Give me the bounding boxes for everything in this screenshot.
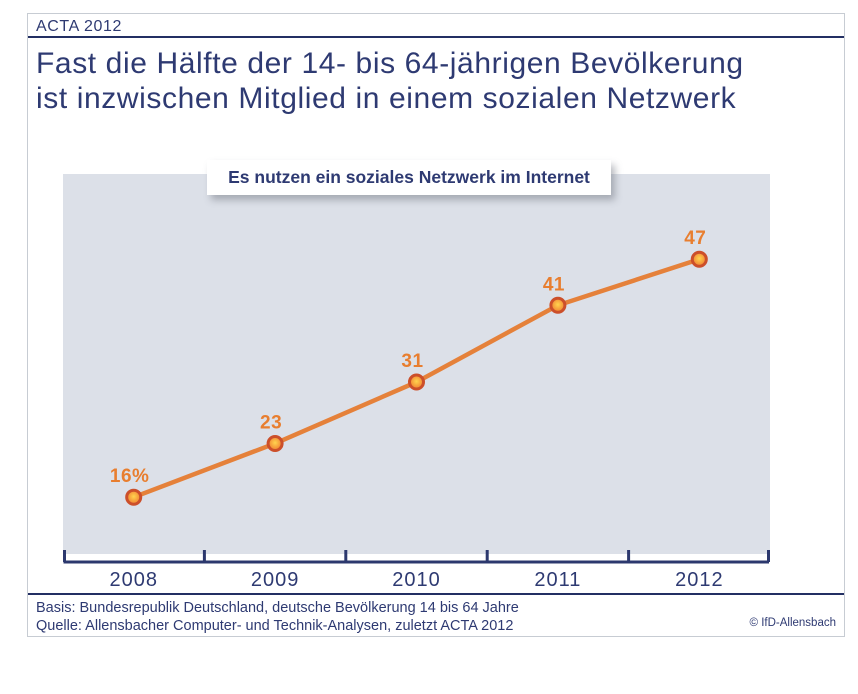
page-title-line2: ist inzwischen Mitglied in einem soziale… xyxy=(36,82,737,115)
chart-title: Es nutzen ein soziales Netzwerk im Inter… xyxy=(228,167,590,187)
data-point-label: 47 xyxy=(684,228,706,249)
x-axis-label: 2008 xyxy=(109,569,158,591)
data-point-label: 23 xyxy=(260,412,282,433)
source-note: Quelle: Allensbacher Computer- und Techn… xyxy=(36,618,514,634)
line-chart-svg: 16% 23 31 41 47 xyxy=(63,228,770,564)
data-point-label: 31 xyxy=(401,351,423,372)
chart-card: ACTA 2012 Fast die Hälfte der 14- bis 64… xyxy=(27,13,845,637)
footer-divider xyxy=(28,593,844,595)
chart-title-box: Es nutzen ein soziales Netzwerk im Inter… xyxy=(207,160,611,195)
header: ACTA 2012 xyxy=(28,14,844,38)
basis-note: Basis: Bundesrepublik Deutschland, deuts… xyxy=(36,600,519,616)
data-point xyxy=(408,373,425,391)
data-point-label: 41 xyxy=(543,274,565,295)
brand-label: ACTA 2012 xyxy=(36,18,123,35)
data-point xyxy=(125,488,143,506)
copyright: © IfD-Allensbach xyxy=(749,617,836,629)
data-point xyxy=(266,434,284,452)
x-axis-label: 2010 xyxy=(392,569,441,591)
x-axis-label: 2009 xyxy=(250,569,300,591)
x-axis-labels: 2008 2009 2010 2011 2012 xyxy=(63,565,770,595)
plot-area: 16% 23 31 41 47 xyxy=(63,174,770,564)
x-axis-label: 2012 xyxy=(675,569,724,591)
data-point xyxy=(690,250,708,268)
data-point-label: 16% xyxy=(110,466,150,487)
x-axis-label: 2011 xyxy=(534,569,582,591)
page-title: Fast die Hälfte der 14- bis 64-jährigen … xyxy=(36,46,836,116)
page-title-line1: Fast die Hälfte der 14- bis 64-jährigen … xyxy=(36,47,744,80)
data-point xyxy=(549,296,567,314)
footer: Basis: Bundesrepublik Deutschland, deuts… xyxy=(36,599,736,635)
